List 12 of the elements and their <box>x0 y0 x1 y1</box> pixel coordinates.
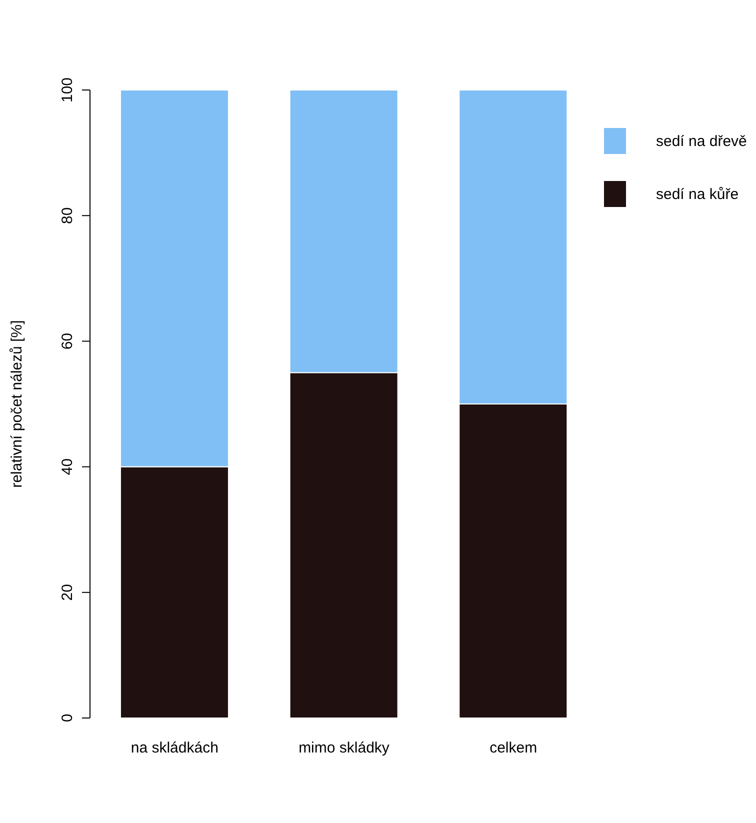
y-tick-label: 80 <box>59 207 76 224</box>
legend-label: sedí na kůře <box>656 186 739 202</box>
y-tick-label: 0 <box>59 714 76 722</box>
x-tick-label: celkem <box>490 740 538 757</box>
y-tick-label: 60 <box>59 332 76 350</box>
y-tick-label: 100 <box>59 77 76 103</box>
legend-label: sedí na dřevě <box>656 132 747 150</box>
x-tick-label: na skládkách <box>130 740 218 757</box>
y-tick-label: 20 <box>59 584 76 601</box>
y-tick-label: 40 <box>59 458 76 476</box>
y-axis-title: relativní počet nálezů [%] <box>8 320 26 488</box>
x-tick-label: mimo skládky <box>298 740 390 757</box>
